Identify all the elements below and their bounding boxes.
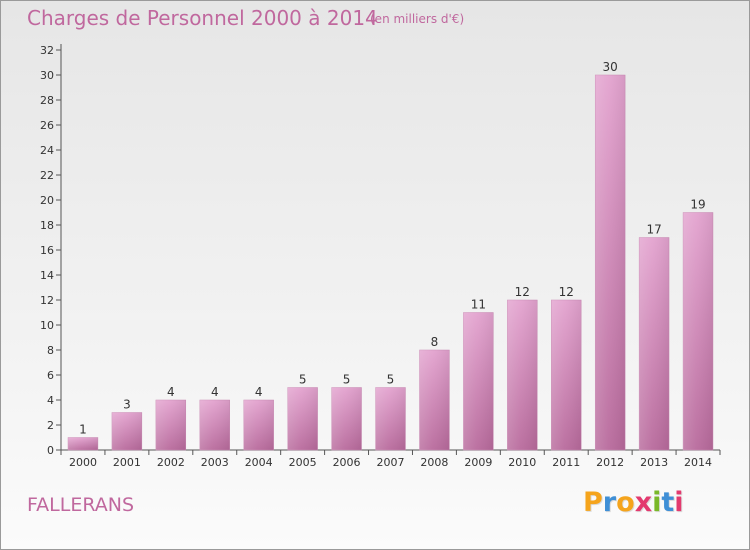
bar-shade (683, 212, 713, 450)
logo-letter: i (674, 487, 684, 518)
bar-value-label: 4 (211, 385, 219, 399)
chart-subtitle: (en milliers d'€) (370, 12, 465, 26)
y-tick-label: 26 (40, 119, 54, 132)
bar-value-label: 3 (123, 398, 131, 412)
bar-value-label: 8 (431, 335, 439, 349)
chart-title: Charges de Personnel 2000 à 2014 (27, 6, 378, 30)
y-tick-label: 2 (47, 419, 54, 432)
bar-shade (507, 300, 538, 450)
y-tick-label: 4 (47, 394, 54, 407)
bar-shade (463, 312, 494, 450)
logo-letter: x (634, 487, 653, 518)
bar-shade (331, 387, 362, 450)
bar-value-label: 5 (299, 373, 307, 387)
bar-shade (639, 237, 670, 450)
y-tick-label: 20 (40, 194, 54, 207)
bar-shade (287, 387, 318, 450)
bar-shade (551, 300, 582, 450)
x-tick-label: 2010 (508, 456, 536, 469)
x-tick-label: 2014 (684, 456, 712, 469)
bar-shade (68, 437, 98, 450)
bar-shade (155, 400, 186, 450)
x-tick-label: 2009 (464, 456, 492, 469)
bar-value-label: 4 (255, 385, 263, 399)
bar-value-label: 4 (167, 385, 175, 399)
x-tick-label: 2002 (157, 456, 185, 469)
y-tick-label: 22 (40, 169, 54, 182)
bar-shade (375, 387, 406, 450)
y-tick-label: 12 (40, 294, 54, 307)
logo-letter: i (652, 487, 662, 518)
y-tick-label: 18 (40, 219, 54, 232)
bar-value-label: 12 (559, 285, 574, 299)
x-tick-label: 2007 (377, 456, 405, 469)
x-tick-label: 2006 (333, 456, 361, 469)
x-tick-label: 2008 (420, 456, 448, 469)
y-tick-label: 0 (47, 444, 54, 457)
logo-letter: o (616, 487, 635, 518)
x-tick-label: 2001 (113, 456, 141, 469)
bar-value-label: 5 (343, 373, 351, 387)
proxiti-logo: Proxiti (583, 487, 684, 518)
plot-area: 0246810121416182022242628303212000320014… (40, 44, 721, 469)
place-name: FALLERANS (27, 494, 135, 516)
y-tick-label: 28 (40, 94, 54, 107)
x-tick-label: 2005 (289, 456, 317, 469)
bar-value-label: 12 (515, 285, 530, 299)
y-tick-label: 6 (47, 369, 54, 382)
x-tick-label: 2003 (201, 456, 229, 469)
bar-value-label: 11 (471, 298, 486, 312)
y-tick-label: 14 (40, 269, 54, 282)
logo-letter: P (583, 487, 603, 518)
x-tick-label: 2013 (640, 456, 668, 469)
y-tick-label: 10 (40, 319, 54, 332)
x-tick-label: 2000 (69, 456, 97, 469)
bar-shade (595, 75, 626, 450)
bar-value-label: 17 (646, 223, 661, 237)
x-tick-label: 2004 (245, 456, 273, 469)
y-tick-label: 8 (47, 344, 54, 357)
logo-letter: t (661, 487, 675, 518)
bar-shade (243, 400, 274, 450)
y-tick-label: 24 (40, 144, 54, 157)
y-tick-label: 16 (40, 244, 54, 257)
logo-letter: r (602, 487, 617, 518)
bar-shade (111, 412, 142, 450)
bar-value-label: 30 (603, 60, 618, 74)
bar-value-label: 1 (79, 423, 87, 437)
y-tick-label: 32 (40, 44, 54, 57)
x-tick-label: 2011 (552, 456, 580, 469)
y-tick-label: 30 (40, 69, 54, 82)
bar-shade (199, 400, 230, 450)
bar-shade (419, 350, 450, 450)
bar-value-label: 5 (387, 373, 395, 387)
bar-value-label: 19 (690, 198, 705, 212)
x-tick-label: 2012 (596, 456, 624, 469)
